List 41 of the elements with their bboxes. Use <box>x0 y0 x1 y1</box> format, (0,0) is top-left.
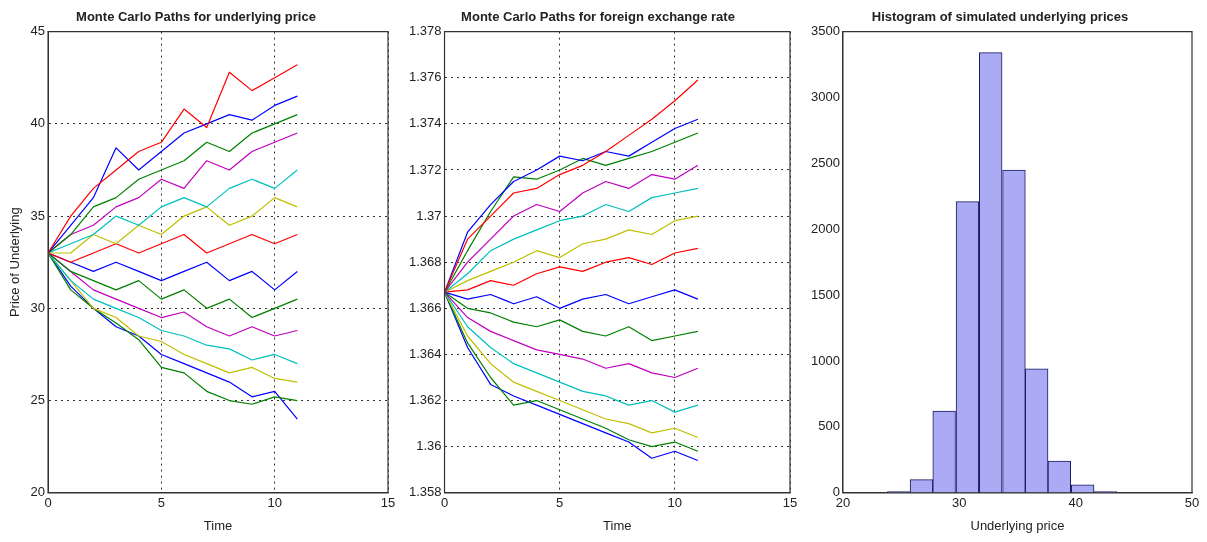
y-tick-label: 500 <box>818 418 840 434</box>
y-tick-label: 30 <box>30 299 46 315</box>
y-tick-label: 1500 <box>811 286 840 302</box>
y-tick-label: 1.364 <box>408 346 442 362</box>
y-tick-label: 20 <box>30 484 46 500</box>
x-tick-label: 10 <box>267 495 282 511</box>
x-tick-label: 10 <box>667 495 683 511</box>
y-tick-label: 45 <box>30 23 46 39</box>
y-tick-label: 1.36 <box>416 438 442 454</box>
x-tick-label: 30 <box>952 495 967 511</box>
x-axis-title: Time <box>603 517 632 533</box>
y-tick-label: 40 <box>30 115 46 131</box>
y-tick-label: 1.368 <box>408 253 442 269</box>
y-tick-label: 1.374 <box>408 115 442 131</box>
y-tick-label: 2500 <box>811 154 840 170</box>
chart-title: Monte Carlo Paths for foreign exchange rate <box>461 9 735 25</box>
y-axis-title: Price of Underlying <box>7 207 23 318</box>
chart-title: Monte Carlo Paths for underlying price <box>76 9 316 25</box>
x-axis-title: Time <box>203 517 233 533</box>
y-tick-label: 1.358 <box>408 484 442 500</box>
y-tick-label: 3000 <box>811 89 840 105</box>
x-tick-label: 15 <box>782 495 798 511</box>
x-tick-label: 50 <box>1184 495 1200 511</box>
x-tick-label: 5 <box>157 495 165 511</box>
y-tick-label: 1.366 <box>408 299 442 315</box>
y-tick-label: 25 <box>30 392 46 408</box>
y-tick-label: 1.372 <box>408 161 442 177</box>
x-tick-label: 40 <box>1068 495 1083 511</box>
y-tick-label: 2000 <box>811 220 840 236</box>
y-tick-label: 1000 <box>811 352 840 368</box>
y-tick-label: 1.37 <box>416 207 442 223</box>
x-axis-title: Underlying price <box>970 517 1065 533</box>
y-tick-label: 35 <box>30 207 46 223</box>
chart-title: Histogram of simulated underlying prices <box>871 9 1129 25</box>
y-tick-label: 1.362 <box>408 392 442 408</box>
x-tick-label: 20 <box>835 495 851 511</box>
y-tick-label: 1.376 <box>408 69 442 85</box>
x-tick-label: 15 <box>380 495 396 511</box>
x-tick-label: 5 <box>556 495 564 511</box>
y-tick-label: 1.378 <box>408 23 442 39</box>
y-tick-label: 3500 <box>811 23 840 39</box>
